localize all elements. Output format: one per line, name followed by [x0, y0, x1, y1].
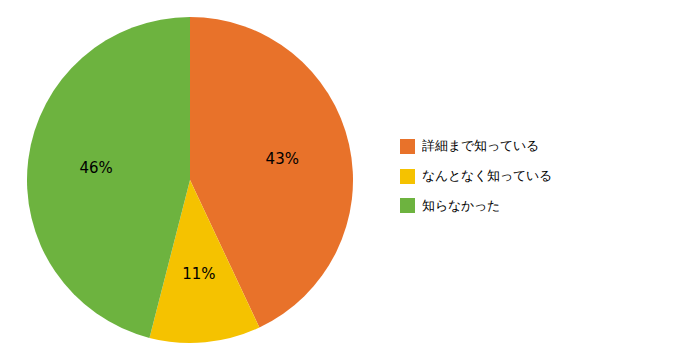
svg-text:11%: 11%	[182, 265, 215, 283]
svg-text:43%: 43%	[266, 150, 299, 168]
html-text:なんとなく知っている: なんとなく知っている	[421, 168, 552, 183]
html-text:知らなかった: 知らなかった	[421, 197, 500, 213]
html-text:詳細まで知っている: 詳細まで知っている	[421, 138, 539, 154]
svg-text:46%: 46%	[80, 159, 113, 177]
